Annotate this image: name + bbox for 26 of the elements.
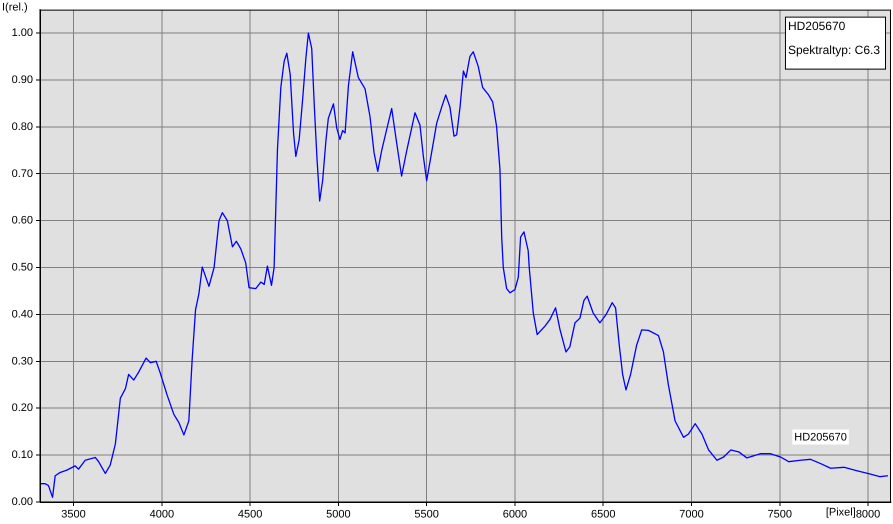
y-tick-label: 0.20	[12, 402, 33, 414]
y-tick-label: 0.50	[12, 262, 33, 274]
x-tick-label: 7500	[768, 508, 792, 521]
annotation: Spektraltyp: C6.3	[788, 42, 880, 57]
x-tick-label: 8000	[856, 508, 880, 521]
x-tick-label: 6000	[502, 508, 528, 521]
y-tick-label: 0.30	[12, 355, 33, 368]
y-tick-label: 1.00	[12, 27, 33, 40]
x-tick-label: 6500	[590, 508, 616, 521]
x-axis-title: [Pixel]	[826, 506, 856, 519]
y-tick-label: 0.60	[12, 214, 33, 227]
y-tick-label: 0.70	[12, 168, 33, 180]
y-tick-label: 0.00	[12, 496, 33, 508]
y-tick-label: 0.90	[12, 74, 33, 86]
x-tick-label: 5000	[326, 508, 351, 521]
y-axis-title: I(rel.)	[2, 2, 28, 14]
series-label: HD205670	[794, 432, 847, 444]
x-tick-label: 4000	[150, 508, 174, 521]
x-tick-label: 5500	[414, 508, 439, 521]
annotation: HD205670	[788, 18, 846, 33]
y-tick-label: 0.40	[12, 308, 33, 320]
x-tick-label: 7000	[679, 508, 704, 521]
y-tick-label: 0.80	[12, 120, 33, 133]
x-tick-label: 4500	[238, 508, 262, 521]
y-tick-label: 0.10	[12, 449, 33, 462]
x-tick-label: 3500	[61, 508, 86, 521]
